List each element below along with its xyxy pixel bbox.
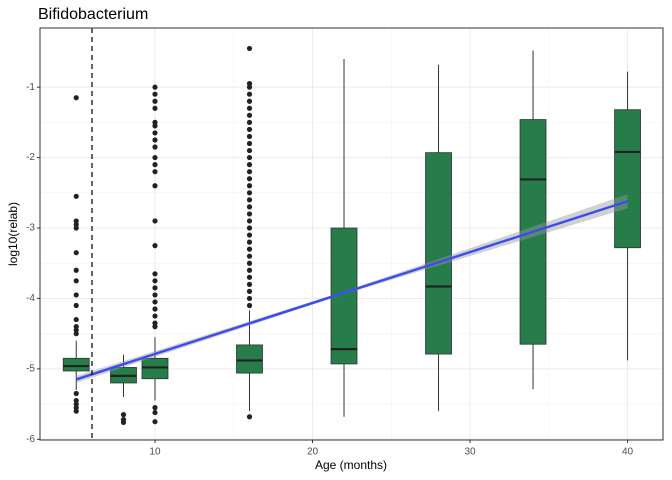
outlier bbox=[246, 169, 253, 175]
outlier bbox=[246, 267, 253, 273]
outlier bbox=[246, 133, 253, 140]
outlier bbox=[246, 162, 253, 168]
outlier bbox=[246, 288, 253, 294]
outlier bbox=[152, 285, 158, 291]
outlier bbox=[73, 278, 79, 284]
y-tick-label: -2 bbox=[26, 152, 35, 163]
outlier bbox=[246, 211, 253, 217]
outlier bbox=[246, 147, 253, 154]
outlier bbox=[246, 414, 253, 420]
outlier bbox=[246, 126, 253, 133]
outlier bbox=[152, 105, 158, 111]
outlier bbox=[246, 281, 253, 287]
outlier bbox=[73, 316, 79, 323]
outlier bbox=[246, 84, 253, 90]
outlier bbox=[246, 154, 253, 161]
outlier bbox=[246, 140, 253, 147]
x-tick-label: 20 bbox=[307, 447, 319, 458]
outlier bbox=[152, 154, 158, 161]
box bbox=[236, 344, 263, 374]
outlier bbox=[246, 119, 253, 125]
outlier bbox=[246, 295, 253, 302]
outlier bbox=[152, 84, 158, 90]
outlier bbox=[246, 218, 253, 224]
outlier bbox=[73, 292, 79, 298]
outlier bbox=[152, 91, 158, 97]
outlier bbox=[73, 250, 79, 256]
outlier bbox=[246, 239, 253, 245]
outlier bbox=[120, 412, 127, 418]
outlier bbox=[73, 302, 79, 309]
outlier bbox=[152, 299, 158, 305]
y-tick-label: -3 bbox=[26, 223, 35, 234]
outlier bbox=[246, 246, 253, 252]
outlier bbox=[246, 190, 253, 196]
outlier bbox=[152, 123, 158, 129]
outlier bbox=[246, 260, 253, 266]
fit-line bbox=[75, 200, 628, 381]
y-tick-label: -4 bbox=[26, 293, 35, 304]
outlier bbox=[152, 324, 158, 330]
outlier bbox=[246, 232, 253, 238]
panel-border bbox=[39, 27, 664, 441]
box bbox=[62, 357, 90, 372]
outlier bbox=[152, 130, 158, 136]
outlier bbox=[152, 409, 158, 416]
outlier bbox=[152, 271, 158, 277]
box bbox=[425, 152, 452, 355]
outlier bbox=[73, 225, 79, 231]
outlier bbox=[152, 243, 158, 249]
y-tick-label: -6 bbox=[26, 434, 35, 445]
outlier bbox=[246, 98, 253, 104]
outlier bbox=[246, 105, 253, 111]
y-tick-label: -1 bbox=[26, 82, 35, 93]
outlier bbox=[152, 405, 158, 411]
outlier bbox=[73, 331, 79, 337]
box bbox=[614, 109, 641, 249]
outlier bbox=[73, 193, 79, 199]
outlier bbox=[152, 313, 158, 319]
outlier bbox=[152, 419, 158, 425]
outlier bbox=[73, 267, 79, 273]
outlier bbox=[152, 183, 158, 189]
outlier bbox=[246, 204, 253, 210]
outlier bbox=[246, 176, 253, 182]
outlier bbox=[246, 274, 253, 280]
outlier bbox=[246, 225, 253, 231]
x-axis-label: Age (months) bbox=[315, 458, 387, 472]
outlier bbox=[152, 137, 158, 143]
outlier bbox=[73, 408, 79, 414]
outlier bbox=[120, 419, 127, 425]
outlier bbox=[152, 162, 158, 168]
outlier bbox=[246, 197, 253, 203]
y-axis-label: log10(relab) bbox=[6, 202, 20, 266]
outlier bbox=[246, 302, 253, 309]
outlier bbox=[246, 45, 253, 52]
x-tick-label: 30 bbox=[464, 447, 476, 458]
outlier bbox=[152, 98, 158, 104]
outlier bbox=[152, 278, 158, 284]
outlier bbox=[246, 112, 253, 118]
outlier bbox=[246, 91, 253, 97]
outlier bbox=[73, 390, 79, 397]
outlier bbox=[152, 292, 158, 298]
outlier bbox=[152, 306, 158, 312]
x-tick-label: 10 bbox=[149, 447, 161, 458]
x-tick-label: 40 bbox=[622, 447, 634, 458]
y-tick-label: -5 bbox=[26, 364, 35, 375]
outlier bbox=[73, 95, 79, 101]
outlier bbox=[152, 144, 158, 150]
outlier bbox=[246, 183, 253, 189]
outlier bbox=[152, 218, 158, 224]
outlier bbox=[246, 253, 253, 259]
outlier bbox=[152, 169, 158, 175]
chart-title: Bifidobacterium bbox=[38, 6, 148, 23]
